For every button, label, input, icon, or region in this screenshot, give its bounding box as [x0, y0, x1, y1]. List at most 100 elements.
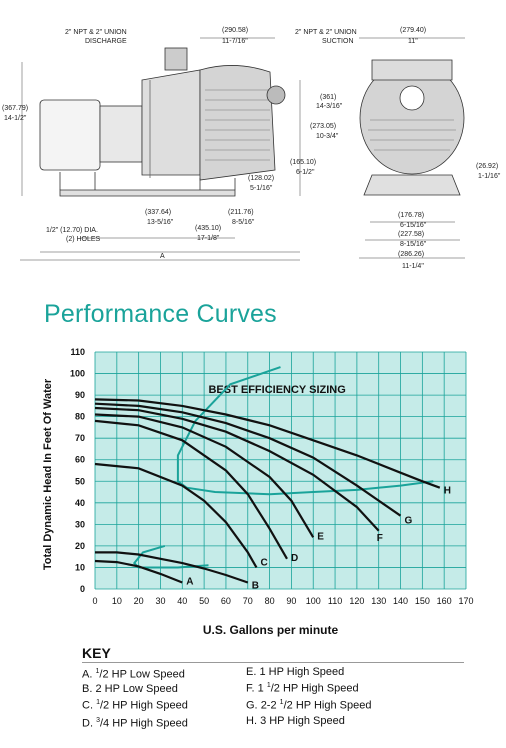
len-c-mm: (435.10) [195, 225, 221, 232]
key-letter: A. [82, 668, 93, 681]
suction-label-2: SUCTION [322, 38, 354, 45]
key-letter: D. [82, 717, 93, 730]
overall-height-mm: (367.79) [2, 105, 28, 112]
key-divider [82, 662, 464, 663]
y-tick-label: 50 [75, 476, 85, 486]
efficiency-band-1 [176, 366, 434, 496]
curve-f [94, 406, 380, 532]
x-tick-label: 110 [328, 596, 342, 606]
side-offset-mm: (26.92) [476, 163, 498, 170]
x-tick-label: 100 [306, 596, 321, 606]
key-text: HP Low Speed [111, 668, 185, 681]
x-tick-label: 0 [92, 596, 97, 606]
key-item-d: D. 3/4 HP High Speed [82, 716, 188, 730]
suction-label-1: 2" NPT & 2" UNION [295, 29, 357, 36]
curve-label-e: E [317, 531, 324, 542]
y-tick-label: 100 [70, 369, 85, 379]
key-text: 3 HP High Speed [260, 714, 345, 727]
chart-title: BEST EFFICIENCY SIZING [208, 384, 345, 396]
key-letter: B. [82, 683, 93, 696]
y-axis-label: Total Dynamic Head In Feet Of Water [42, 378, 54, 570]
curve-label-g: G [405, 516, 413, 527]
x-tick-label: 60 [221, 596, 231, 606]
key-item-h: H. 3 HP High Speed [246, 714, 371, 728]
key-item-g: G. 2-2 1/2 HP High Speed [246, 699, 372, 713]
key-item-c: C. 1/2 HP High Speed [82, 699, 188, 713]
len-a-in: 13-5/16" [147, 219, 174, 226]
key-text: HP High Speed [295, 700, 372, 713]
curve-label-a: A [186, 577, 193, 588]
key-text: HP High Speed [282, 683, 359, 696]
center-height-mm: (273.05) [310, 123, 336, 130]
key-letter: E. [246, 666, 257, 678]
curve-h [94, 398, 441, 489]
foot-w3-mm: (286.26) [398, 251, 424, 258]
suction-height-mm: (361) [320, 94, 336, 101]
overall-height-in: 14-1/2" [4, 115, 27, 122]
pump-dimension-drawing: 2" NPT & 2" UNION DISCHARGE (290.58) 11-… [2, 27, 501, 270]
x-tick-label: 20 [134, 596, 144, 606]
y-tick-label: 70 [75, 433, 85, 443]
x-tick-label: 160 [437, 596, 452, 606]
len-a-mm: (337.64) [145, 209, 171, 216]
key-fraction-num: 3 [96, 716, 100, 724]
y-tick-label: 20 [75, 541, 85, 551]
foot-w2-in: 8-15/16" [400, 241, 427, 248]
x-tick-label: 10 [112, 596, 122, 606]
top-width-mm: (290.58) [222, 27, 248, 34]
key-fraction-num: 1 [96, 699, 100, 707]
curve-label-h: H [444, 486, 451, 497]
x-tick-label: 50 [199, 596, 209, 606]
key-fraction-num: 1 [266, 682, 271, 690]
curve-c [94, 462, 258, 569]
len-c-in: 17-1/8" [197, 235, 220, 242]
key-fraction-den: 4 [103, 717, 110, 730]
y-tick-label: 30 [75, 519, 85, 529]
key-item-e: E. 1 HP High Speed [246, 665, 371, 679]
key-letter: F. [246, 683, 255, 696]
len-b-in: 8-5/16" [232, 219, 255, 226]
key-item-b: B. 2 HP Low Speed [82, 682, 188, 696]
base-offset-mm: (128.02) [248, 175, 274, 182]
key-letter: C. [82, 700, 93, 713]
top-width-in: 11-7/16" [222, 38, 248, 45]
curve-label-d: D [291, 553, 298, 564]
x-tick-label: 90 [286, 596, 296, 606]
key-heading: KEY [82, 645, 111, 661]
y-tick-label: 60 [75, 455, 85, 465]
len-b-mm: (211.76) [228, 209, 254, 216]
base-offset-in: 5-1/16" [250, 185, 273, 192]
shaft-height-mm: (165.10) [290, 159, 316, 166]
x-tick-label: 40 [177, 596, 187, 606]
key-whole: 1 [257, 683, 264, 696]
key-text: HP High Speed [112, 700, 188, 713]
key-fraction-den: 2 [286, 700, 293, 713]
x-tick-label: 120 [349, 596, 364, 606]
key-item-a: A. 1/2 HP Low Speed [82, 668, 185, 681]
performance-chart: 0 10 20 30 40 50 60 70 80 90 100 110 120 130 140 150 160… [42, 347, 474, 637]
x-tick-label: 70 [243, 596, 253, 606]
curve-label-b: B [252, 581, 259, 592]
holes-count: (2) HOLES [66, 236, 101, 243]
key-whole: 2-2 [260, 700, 277, 713]
end-width-mm: (279.40) [400, 27, 426, 34]
y-tick-label: 90 [75, 390, 85, 400]
x-tick-label: 140 [393, 596, 408, 606]
key-letter: G. [246, 700, 258, 713]
key-column-left: A. 1/2 HP Low Speed B. 2 HP Low Speed C. 1… [82, 665, 188, 731]
key-text: 2 HP Low Speed [95, 683, 178, 696]
y-tick-label: 0 [80, 584, 85, 594]
overall-length-label: A [160, 253, 165, 260]
x-tick-label: 130 [371, 596, 386, 606]
shaft-height-in: 6-1/2" [296, 169, 315, 176]
foot-w2-mm: (227.58) [398, 231, 424, 238]
y-tick-label: 40 [75, 498, 85, 508]
y-tick-label: 80 [75, 412, 85, 422]
curve-label-f: F [377, 533, 383, 544]
key-item-f: F. 1 1/2 HP High Speed [246, 682, 359, 696]
side-offset-in: 1-1/16" [478, 173, 501, 180]
performance-curves-heading: Performance Curves [44, 300, 277, 328]
key-letter: H. [246, 714, 257, 727]
curve-label-c: C [260, 557, 267, 568]
key-fraction-num: 1 [279, 699, 284, 707]
